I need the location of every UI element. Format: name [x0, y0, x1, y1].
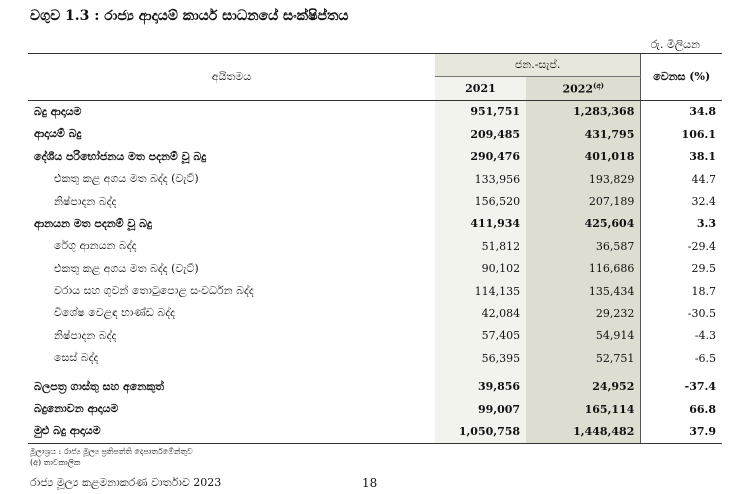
row-label: බලපත්‍ර ගාස්තු සහ අනෙකුත්	[34, 379, 165, 393]
row-label: බදුනොවන ආදායම	[34, 402, 119, 416]
row-label: නිෂ්පාදන බද්ද	[54, 328, 117, 342]
table-row: විශේෂ වෙළඳ භාණ්ඩ බද්ද 42,084 29,232 -30.5	[28, 302, 722, 325]
value-2022: 36,587	[526, 235, 641, 258]
value-2022: 431,795	[526, 123, 641, 146]
change-value: -4.3	[640, 324, 722, 348]
table-row: සෙස් බද්ද 56,395 52,751 -6.5	[28, 347, 722, 370]
change-value: -30.5	[640, 302, 722, 325]
value-2022: 193,829	[526, 167, 641, 191]
table-row: මුළු බදු ආදායම 1,050,758 1,448,482 37.9	[28, 420, 722, 444]
table-row: නිෂ්පාදන බද්ද 57,405 54,914 -4.3	[28, 324, 722, 348]
value-2021: 1,050,758	[434, 420, 527, 444]
period-header: ජන.-සැප්.	[434, 52, 641, 78]
table-row: බදුනොවන ආදායම 99,007 165,114 66.8	[28, 397, 722, 421]
revenue-table: අයිතමය ජන.-සැප්. වෙනස (%) 2021 2022(අ) බ…	[28, 52, 722, 444]
row-label: නිෂ්පාදන බද්ද	[54, 194, 117, 208]
value-2021: 411,934	[434, 212, 527, 236]
value-2021: 56,395	[434, 347, 527, 370]
row-label: ආදායම් බදු	[34, 127, 82, 141]
header-row-top: අයිතමය ජන.-සැප්. වෙනස (%)	[28, 52, 722, 101]
item-header: අයිතමය	[28, 53, 435, 101]
row-label: ආනයන මත පදනම් වූ බදු	[34, 216, 152, 230]
table-row: ආදායම් බදු 209,485 431,795 106.1	[28, 123, 722, 146]
change-value: 38.1	[640, 145, 722, 168]
table-body: අයිතමය ජන.-සැප්. වෙනස (%) 2021 2022(අ) බ…	[28, 52, 722, 444]
change-header: වෙනස (%)	[640, 53, 722, 101]
value-2022: 1,448,482	[526, 420, 641, 444]
value-2021: 39,856	[434, 375, 527, 398]
table-row: නිෂ්පාදන බද්ද 156,520 207,189 32.4	[28, 190, 722, 213]
year-2021-header: 2021	[434, 76, 527, 101]
row-label: මුළු බදු ආදායම	[28, 420, 435, 444]
value-2021: 90,102	[434, 257, 527, 280]
value-2022: 1,283,368	[526, 100, 641, 124]
change-value: 37.9	[640, 420, 722, 444]
value-2021: 99,007	[434, 397, 527, 421]
spacer-row	[28, 369, 722, 376]
value-2021: 290,476	[434, 145, 527, 168]
table-row: බදු ආදායම 951,751 1,283,368 34.8	[28, 100, 722, 124]
table-row: බලපත්‍ර ගාස්තු සහ අනෙකුත් 39,856 24,952 -37…	[28, 375, 722, 398]
value-2022: 24,952	[526, 375, 641, 398]
table-row: එකතු කළ අගය මත බද්ද (වැට්) 90,102 116,686 2…	[28, 257, 722, 280]
change-value: 29.5	[640, 257, 722, 280]
value-2021: 133,956	[434, 167, 527, 191]
change-value: 106.1	[640, 123, 722, 146]
year-2022-header: 2022(අ)	[526, 76, 641, 101]
value-2021: 51,812	[434, 235, 527, 258]
table-title: වගුව 1.3 : රාජ්‍ය ආදායම් කාර්ය සාධනයේ සං…	[30, 8, 349, 24]
value-2022: 165,114	[526, 397, 641, 421]
value-2022: 207,189	[526, 190, 641, 213]
table-row: එකතු කළ අගය මත බද්ද (වැට්) 133,956 193,829…	[28, 167, 722, 191]
value-2022: 401,018	[526, 145, 641, 168]
change-value: 32.4	[640, 190, 722, 213]
value-2022: 425,604	[526, 212, 641, 236]
table-row: ආනයන මත පදනම් වූ බදු 411,934 425,604 3.3	[28, 212, 722, 236]
year-2022-label: 2022	[562, 82, 594, 96]
footnotes: මූලාශ්‍රය : රාජ්‍ය මූල්‍ය ප්‍රතිපත්ති දෙ…	[30, 446, 193, 468]
row-label: එකතු කළ අගය මත බද්ද (වැට්)	[54, 261, 199, 275]
change-value: 66.8	[640, 397, 722, 421]
change-value: 44.7	[640, 167, 722, 191]
change-value: -6.5	[640, 347, 722, 370]
value-2021: 209,485	[434, 123, 527, 146]
provisional-note: (අ) තාවකාලික	[30, 458, 81, 467]
row-label: විශේෂ වෙළඳ භාණ්ඩ බද්ද	[54, 306, 176, 320]
header-row-bottom: 2021 2022(අ)	[28, 76, 722, 101]
provisional-mark: (අ)	[593, 81, 604, 91]
value-2022: 29,232	[526, 302, 641, 325]
value-2021: 114,135	[434, 279, 527, 303]
value-2022: 54,914	[526, 324, 641, 348]
unit-label: රු. මිලියන	[650, 38, 700, 51]
change-value: -37.4	[640, 375, 722, 398]
row-label: එකතු කළ අගය මත බද්ද (වැට්)	[54, 172, 199, 186]
value-2021: 951,751	[434, 100, 527, 124]
row-label: රේගු ආනයන බද්ද	[54, 239, 137, 253]
change-value: 3.3	[640, 212, 722, 236]
value-2022: 116,686	[526, 257, 641, 280]
row-label: දේශීය පරිභෝජනය මත පදනම් වූ බදු	[34, 149, 207, 163]
source-note: මූලාශ්‍රය : රාජ්‍ය මූල්‍ය ප්‍රතිපත්ති දෙ…	[30, 447, 193, 456]
page-number: 18	[362, 476, 378, 490]
row-label: සෙස් බද්ද	[54, 351, 99, 365]
change-value: 18.7	[640, 279, 722, 303]
row-label: වරාය සහ ගුවන් තොටුපොළ සංවර්ධන බද්ද	[54, 284, 254, 298]
value-2021: 57,405	[434, 324, 527, 348]
value-2021: 156,520	[434, 190, 527, 213]
table-row: රේගු ආනයන බද්ද 51,812 36,587 -29.4	[28, 235, 722, 258]
value-2022: 52,751	[526, 347, 641, 370]
change-value: -29.4	[640, 235, 722, 258]
row-label: බදු ආදායම	[34, 104, 82, 118]
table-row: දේශීය පරිභෝජනය මත පදනම් වූ බදු 290,476 401…	[28, 145, 722, 168]
value-2021: 42,084	[434, 302, 527, 325]
value-2022: 135,434	[526, 279, 641, 303]
change-value: 34.8	[640, 100, 722, 124]
report-name: රාජ්‍ය මූල්‍ය කළමනාකරණ වාර්තාව 2023	[30, 476, 222, 489]
table-row: වරාය සහ ගුවන් තොටුපොළ සංවර්ධන බද්ද 114,13…	[28, 279, 722, 303]
